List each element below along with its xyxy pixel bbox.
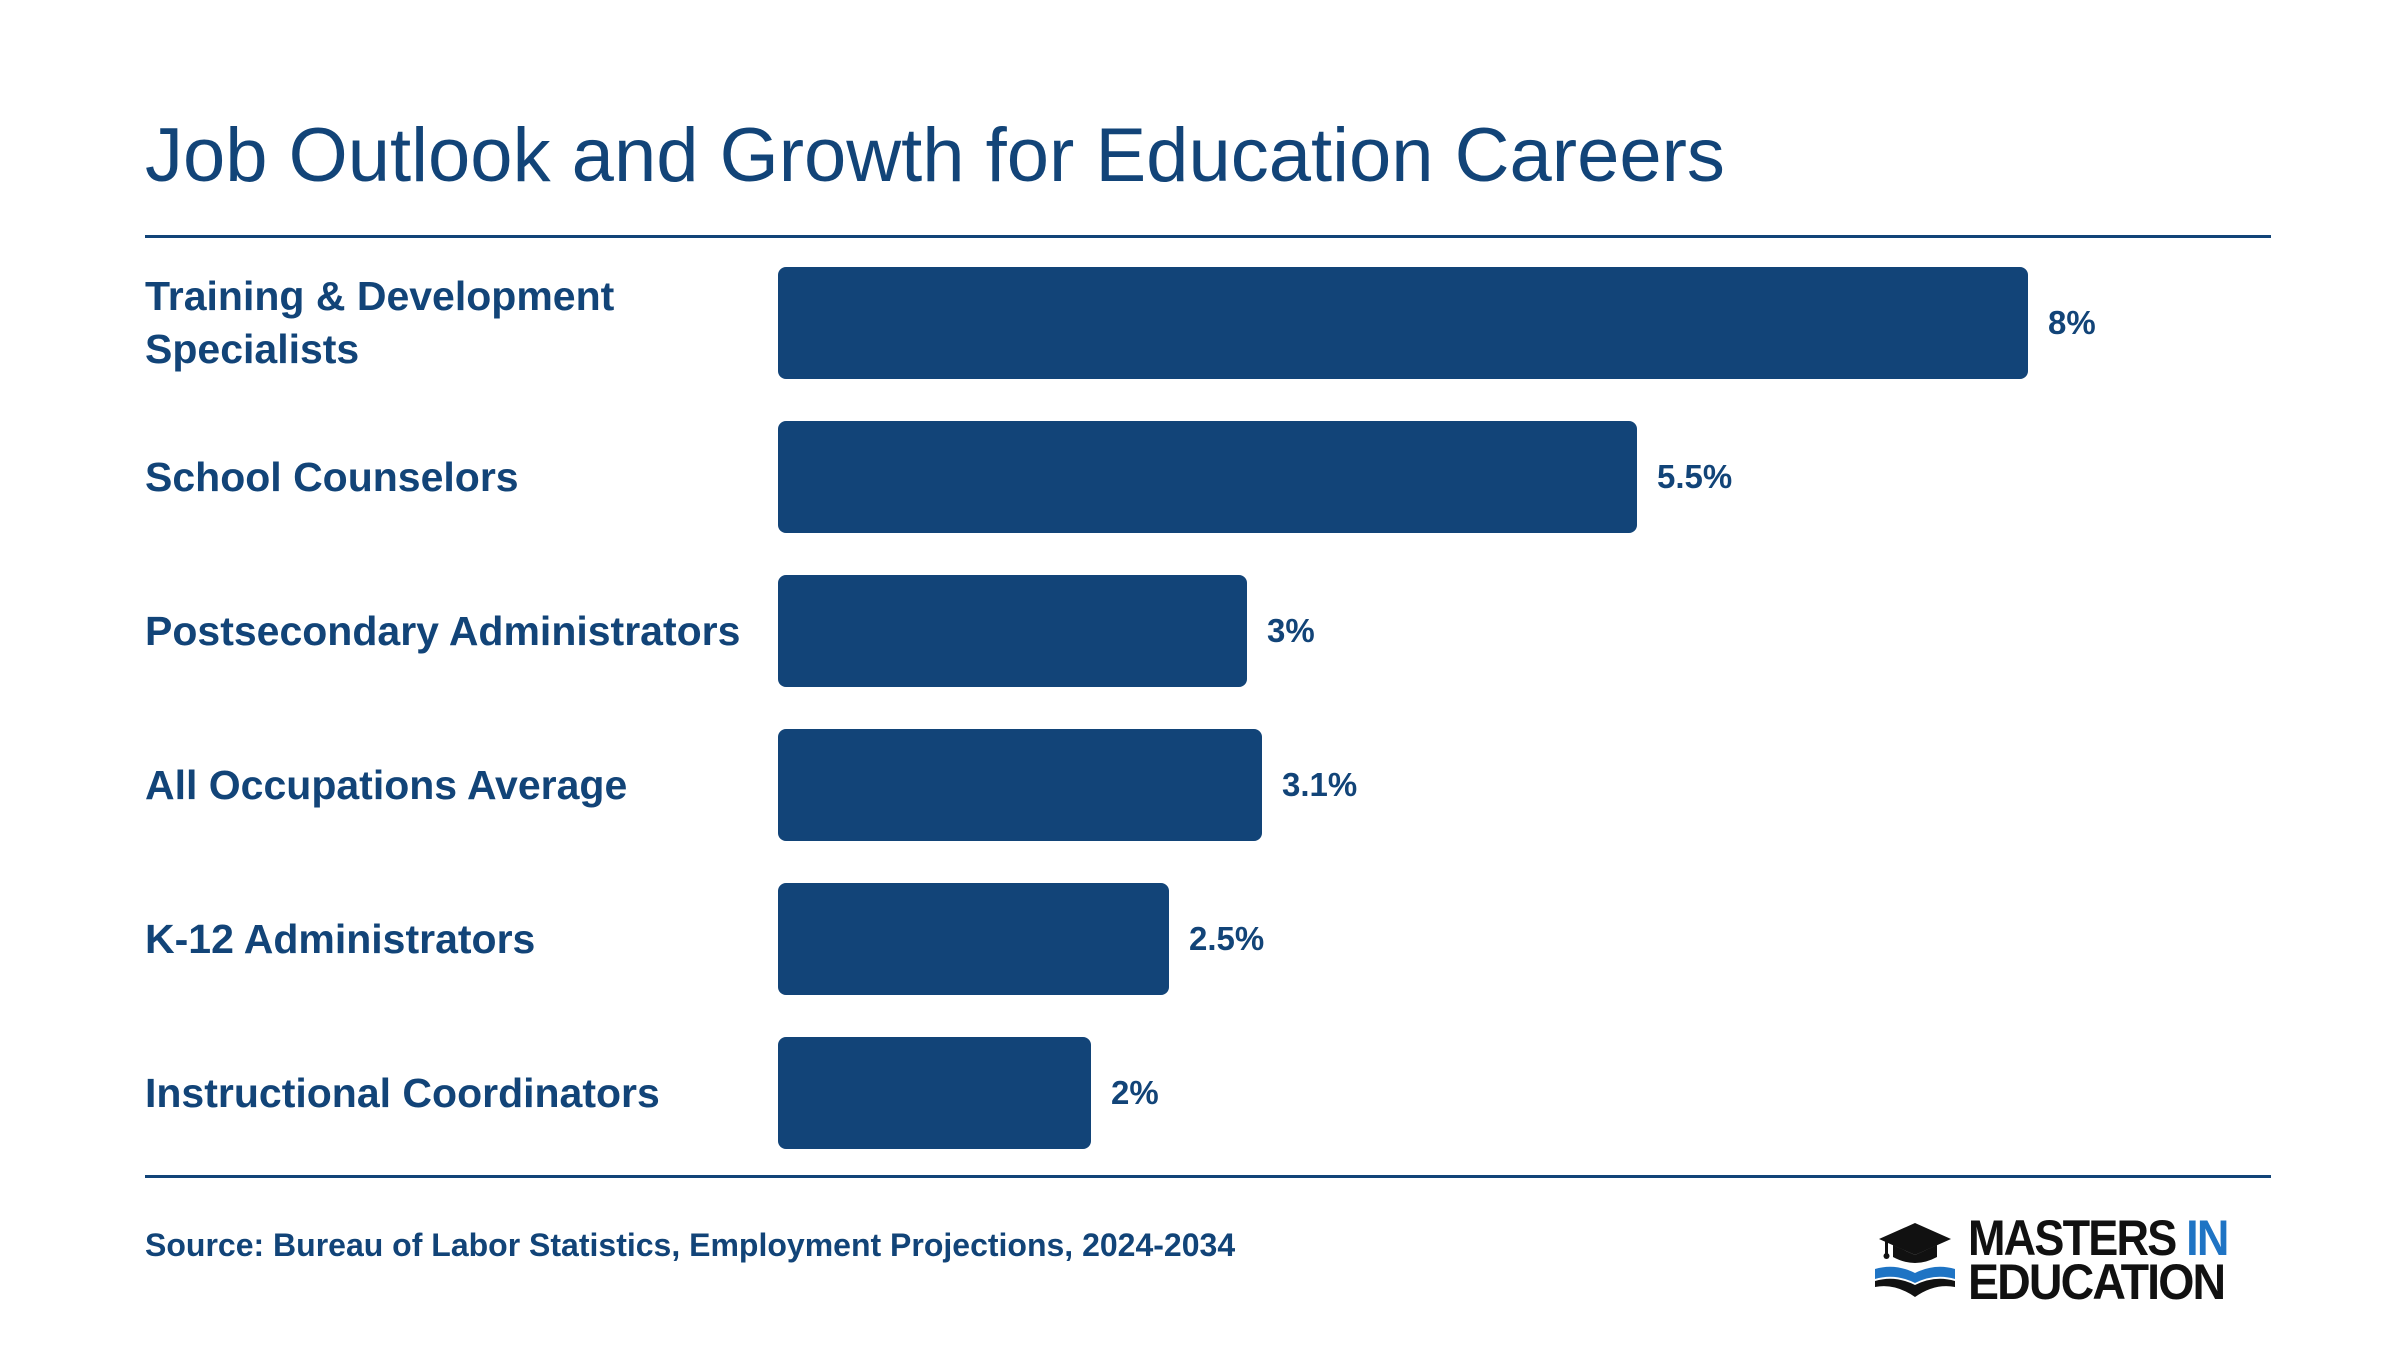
category-label: All Occupations Average bbox=[145, 761, 628, 808]
value-label: 2.5% bbox=[1189, 920, 1265, 957]
value-label: 5.5% bbox=[1657, 458, 1733, 495]
logo-text-line1: MASTERS IN bbox=[1968, 1210, 2229, 1266]
bar bbox=[778, 267, 2028, 379]
bar bbox=[778, 421, 1637, 533]
value-label: 3% bbox=[1267, 612, 1315, 649]
top-divider bbox=[145, 235, 2271, 238]
category-label: School Counselors bbox=[145, 453, 519, 500]
category-label: Training & Development Specialists bbox=[145, 273, 615, 372]
category-label: K-12 Administrators bbox=[145, 915, 536, 962]
value-label: 3.1% bbox=[1282, 766, 1358, 803]
category-label: Instructional Coordinators bbox=[145, 1069, 660, 1116]
bar bbox=[778, 729, 1262, 841]
category-label: Postsecondary Administrators bbox=[145, 607, 741, 654]
value-label: 2% bbox=[1111, 1074, 1159, 1111]
graduation-cap-book-icon bbox=[1875, 1223, 1955, 1297]
bar bbox=[778, 575, 1247, 687]
bar bbox=[778, 883, 1169, 995]
bar bbox=[778, 1037, 1091, 1149]
logo-accent-text: IN bbox=[2186, 1210, 2229, 1266]
bottom-divider bbox=[145, 1175, 2271, 1178]
masters-in-education-logo: MASTERS IN EDUCATION bbox=[1873, 1210, 2273, 1310]
chart-title: Job Outlook and Growth for Education Car… bbox=[145, 113, 1725, 198]
source-note: Source: Bureau of Labor Statistics, Empl… bbox=[145, 1227, 1236, 1263]
logo-text-line2: EDUCATION bbox=[1968, 1254, 2226, 1310]
value-label: 8% bbox=[2048, 304, 2096, 341]
